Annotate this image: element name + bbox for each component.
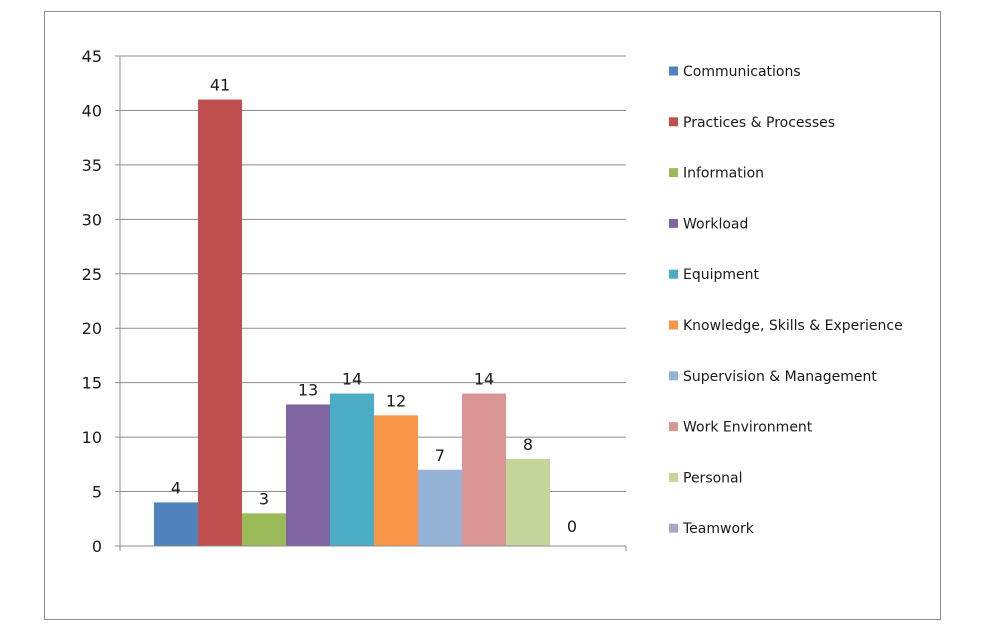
y-tick-label: 0 bbox=[92, 537, 102, 556]
data-labels: 4 41 3 13 14 12 7 14 8 0 bbox=[171, 76, 577, 536]
y-tick-label: 15 bbox=[82, 374, 102, 393]
legend-item[interactable]: Personal bbox=[669, 470, 743, 486]
y-tick-label: 30 bbox=[82, 210, 102, 229]
y-tick-label: 20 bbox=[82, 319, 102, 338]
data-label: 3 bbox=[259, 489, 269, 508]
bar bbox=[418, 469, 462, 546]
legend-swatch bbox=[669, 320, 678, 330]
data-label: 4 bbox=[171, 478, 181, 497]
data-label: 8 bbox=[523, 435, 533, 454]
legend-label: Workload bbox=[683, 216, 748, 232]
data-label: 14 bbox=[474, 370, 494, 389]
legend-label: Teamwork bbox=[682, 521, 755, 537]
data-label: 13 bbox=[298, 380, 318, 399]
legend-item[interactable]: Communications bbox=[669, 64, 801, 80]
y-tick-label: 45 bbox=[82, 47, 102, 66]
legend-swatch bbox=[669, 422, 678, 432]
legend-item[interactable]: Equipment bbox=[669, 267, 760, 283]
data-label: 0 bbox=[567, 517, 577, 536]
legend-swatch bbox=[669, 523, 678, 533]
legend-item[interactable]: Supervision & Management bbox=[669, 369, 877, 385]
y-tick-label: 25 bbox=[82, 265, 102, 284]
legend-label: Knowledge, Skills & Experience bbox=[683, 318, 903, 334]
data-label: 12 bbox=[386, 391, 406, 410]
legend-item[interactable]: Practices & Processes bbox=[669, 115, 835, 131]
legend-swatch bbox=[669, 371, 678, 381]
legend-item[interactable]: Workload bbox=[669, 216, 748, 232]
data-label: 7 bbox=[435, 446, 445, 465]
y-tick-labels: 0 5 10 15 20 25 30 35 40 45 bbox=[82, 47, 102, 556]
data-label: 14 bbox=[342, 370, 362, 389]
legend-swatch bbox=[669, 168, 678, 178]
legend-label: Equipment bbox=[683, 267, 760, 283]
data-label: 41 bbox=[210, 76, 230, 95]
legend-swatch bbox=[669, 218, 678, 228]
axes bbox=[115, 55, 627, 551]
y-tick-label: 35 bbox=[82, 156, 102, 175]
legend-label: Practices & Processes bbox=[683, 115, 835, 131]
legend-item[interactable]: Work Environment bbox=[669, 420, 813, 436]
bar bbox=[286, 404, 330, 546]
y-tick-label: 5 bbox=[92, 483, 102, 502]
legend-swatch bbox=[669, 269, 678, 279]
legend-item[interactable]: Knowledge, Skills & Experience bbox=[669, 318, 903, 334]
legend-label: Work Environment bbox=[683, 420, 813, 436]
y-tick-label: 10 bbox=[82, 428, 102, 447]
legend-item[interactable]: Teamwork bbox=[669, 521, 755, 537]
legend-label: Supervision & Management bbox=[683, 369, 877, 385]
legend-label: Personal bbox=[683, 470, 743, 486]
y-tick-label: 40 bbox=[82, 101, 102, 120]
legend-label: Information bbox=[683, 166, 764, 182]
bar bbox=[198, 99, 242, 547]
bars bbox=[154, 99, 550, 547]
bar bbox=[242, 513, 286, 546]
legend-label: Communications bbox=[683, 64, 801, 80]
bar bbox=[154, 502, 198, 546]
legend-swatch bbox=[669, 117, 678, 127]
legend-swatch bbox=[669, 66, 678, 76]
bar bbox=[374, 415, 418, 546]
legend[interactable]: Communications Practices & Processes Infor… bbox=[669, 64, 903, 537]
bar bbox=[330, 393, 374, 546]
legend-item[interactable]: Information bbox=[669, 166, 764, 182]
bar bbox=[506, 458, 550, 546]
legend-swatch bbox=[669, 472, 678, 482]
bar bbox=[462, 393, 506, 546]
